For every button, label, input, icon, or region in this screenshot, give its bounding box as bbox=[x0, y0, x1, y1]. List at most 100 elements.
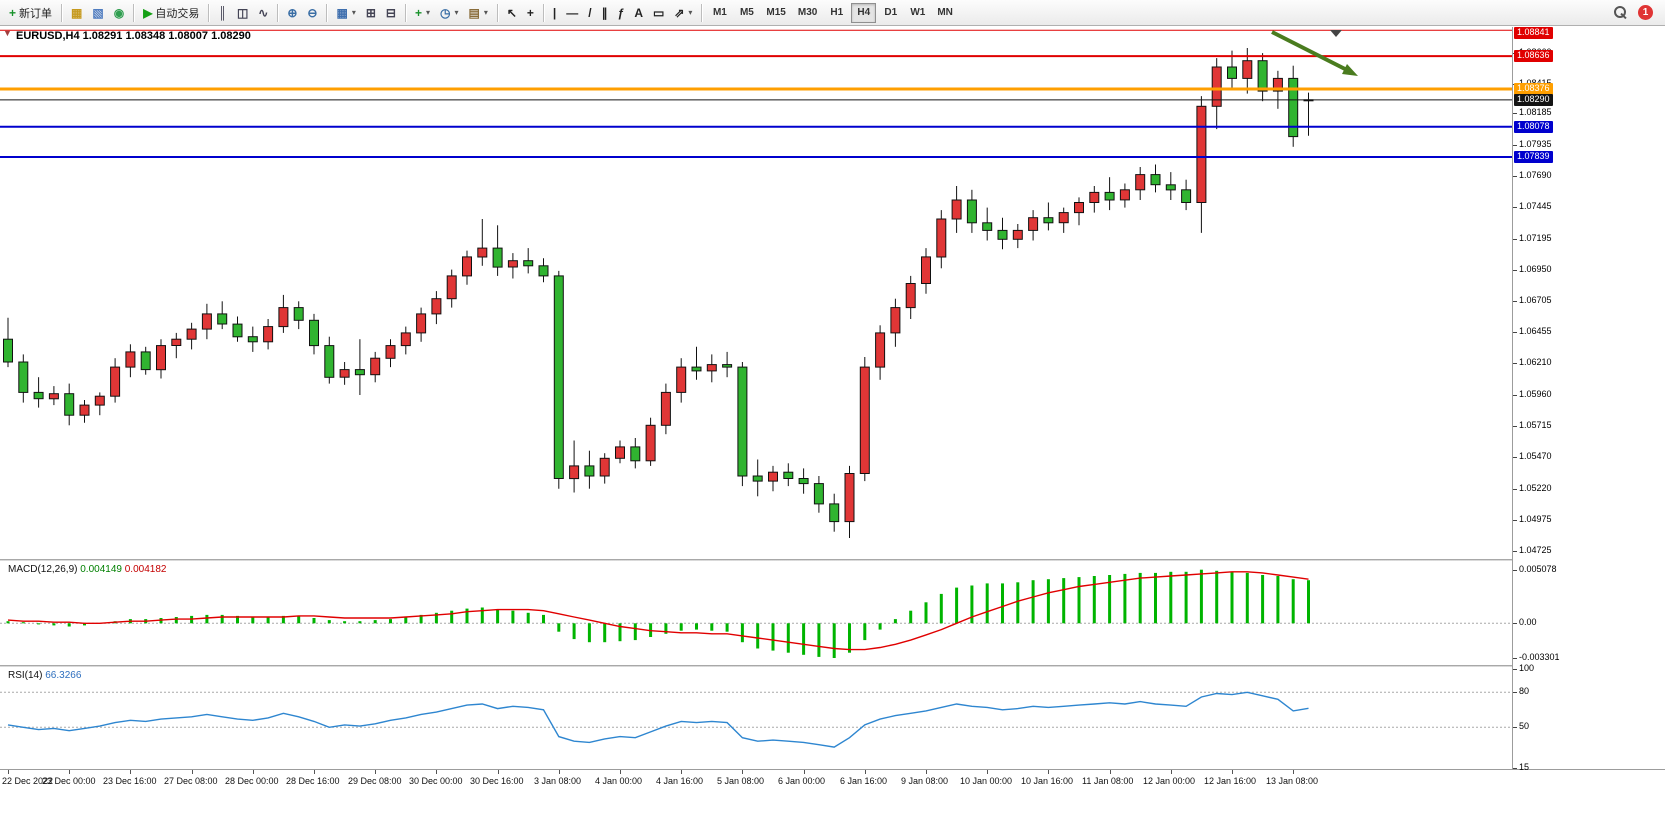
channel-button[interactable]: ∥ bbox=[597, 2, 613, 24]
price-badge: 1.08636 bbox=[1514, 50, 1553, 62]
time-axis-tick bbox=[436, 770, 437, 774]
price-chart-canvas[interactable] bbox=[0, 27, 1512, 559]
price-badge: 1.07839 bbox=[1514, 151, 1553, 163]
profiles-button[interactable]: ▧ bbox=[87, 2, 108, 24]
price-axis-tick bbox=[1513, 207, 1517, 208]
toolbar-separator bbox=[701, 3, 703, 22]
crosshair-button[interactable]: + bbox=[522, 2, 539, 24]
time-axis-label: 6 Jan 16:00 bbox=[840, 776, 888, 786]
toolbar-button-groups: + 新订单 ▦ ▧ ◉ ▶ 自动交易 ║ ◫ ∿ ⊕ ⊖ ▦ ▾ ⊞ ⊟ + ▾ ◷ ▾ ▤ ▾ ↖ + | — / ∥ ƒ A ▭ ⇗ ▾ bbox=[4, 2, 697, 24]
price-axis-label: 1.07690 bbox=[1519, 170, 1552, 180]
label-button[interactable]: ▭ bbox=[648, 2, 669, 24]
price-axis-label: 1.05715 bbox=[1519, 420, 1552, 430]
chart-shift-marker[interactable] bbox=[1330, 30, 1342, 37]
dropdown-caret-icon: ▾ bbox=[483, 8, 488, 17]
time-axis-tick bbox=[681, 770, 682, 774]
price-axis-tick bbox=[1513, 520, 1517, 521]
price-axis-tick bbox=[1513, 623, 1517, 624]
price-axis-label: 1.07445 bbox=[1519, 201, 1552, 211]
time-axis-tick bbox=[987, 770, 988, 774]
timeframe-button-W1[interactable]: W1 bbox=[905, 3, 930, 23]
fibonacci-button[interactable]: ƒ bbox=[613, 2, 630, 24]
pane-splitter[interactable] bbox=[0, 559, 1665, 561]
time-axis-label: 3 Jan 08:00 bbox=[534, 776, 582, 786]
time-axis-label: 9 Jan 08:00 bbox=[901, 776, 949, 786]
arrow-annotation-head[interactable] bbox=[1342, 64, 1358, 76]
chart-icon: ▦ bbox=[71, 5, 83, 20]
new-order-button[interactable]: + 新订单 bbox=[4, 2, 57, 24]
arrow-annotation[interactable] bbox=[1271, 30, 1346, 71]
timeframe-button-M15[interactable]: M15 bbox=[761, 3, 790, 23]
one-click-trading-toggle[interactable]: ▼ bbox=[3, 28, 12, 38]
notifications-badge[interactable]: 1 bbox=[1638, 5, 1653, 20]
time-axis-label: 13 Jan 08:00 bbox=[1266, 776, 1319, 786]
timeframe-button-M5[interactable]: M5 bbox=[734, 3, 759, 23]
periods-button[interactable]: ◷ ▾ bbox=[435, 2, 464, 24]
time-axis-tick bbox=[620, 770, 621, 774]
candlestick-icon: ◫ bbox=[236, 5, 249, 20]
auto-trading-button[interactable]: ▶ 自动交易 bbox=[138, 2, 204, 24]
price-axis[interactable]: 1.086601.084151.081851.079351.076901.074… bbox=[1512, 27, 1665, 772]
tile-windows-button[interactable]: ⊞ bbox=[361, 2, 381, 24]
market-watch-button[interactable]: ◉ bbox=[109, 2, 129, 24]
bar-chart-button[interactable]: ║ bbox=[213, 2, 232, 24]
price-axis-label: 50 bbox=[1519, 721, 1530, 731]
horizontal-line-button[interactable]: — bbox=[561, 2, 583, 24]
trendline-button[interactable]: / bbox=[583, 2, 596, 24]
tile-windows-icon: ⊞ bbox=[365, 5, 376, 20]
timeframe-button-H4[interactable]: H4 bbox=[851, 2, 877, 23]
indicators-button[interactable]: + ▾ bbox=[410, 2, 435, 24]
toolbar-separator bbox=[542, 3, 544, 22]
new-chart-button[interactable]: ▦ ▾ bbox=[331, 2, 360, 24]
price-axis-label: 80 bbox=[1519, 686, 1530, 696]
vertical-line-icon: | bbox=[552, 5, 557, 20]
price-axis-tick bbox=[1513, 145, 1517, 146]
time-axis-tick bbox=[69, 770, 70, 774]
cascade-windows-button[interactable]: ⊟ bbox=[381, 2, 401, 24]
price-axis-tick bbox=[1513, 658, 1517, 659]
timeframe-button-M30[interactable]: M30 bbox=[793, 3, 822, 23]
price-axis-tick bbox=[1513, 727, 1517, 728]
toolbar-right: 1 bbox=[1613, 5, 1661, 20]
time-axis-tick bbox=[1293, 770, 1294, 774]
price-axis-label: 1.06950 bbox=[1519, 264, 1552, 274]
timeframe-button-MN[interactable]: MN bbox=[932, 3, 958, 23]
time-axis-tick bbox=[804, 770, 805, 774]
line-chart-button[interactable]: ∿ bbox=[253, 2, 273, 24]
timeframe-button-M1[interactable]: M1 bbox=[707, 3, 732, 23]
fibonacci-icon: ƒ bbox=[617, 5, 625, 20]
candlestick-chart-button[interactable]: ◫ bbox=[232, 2, 253, 24]
arrows-button[interactable]: ⇗ ▾ bbox=[669, 2, 697, 24]
charts-button[interactable]: ▦ bbox=[66, 2, 87, 24]
timeframe-button-H1[interactable]: H1 bbox=[824, 3, 849, 23]
time-axis-tick bbox=[865, 770, 866, 774]
time-axis-label: 10 Jan 16:00 bbox=[1021, 776, 1074, 786]
bar-chart-icon: ║ bbox=[218, 5, 227, 20]
toolbar: + 新订单 ▦ ▧ ◉ ▶ 自动交易 ║ ◫ ∿ ⊕ ⊖ ▦ ▾ ⊞ ⊟ + ▾ ◷ ▾ ▤ ▾ ↖ + | — / ∥ ƒ A ▭ ⇗ ▾ M… bbox=[0, 0, 1665, 26]
vertical-line-button[interactable]: | bbox=[548, 2, 561, 24]
macd-name: MACD(12,26,9) bbox=[8, 564, 78, 575]
clock-icon: ◷ bbox=[439, 5, 451, 20]
time-axis-label: 28 Dec 16:00 bbox=[286, 776, 340, 786]
price-axis-label: 1.04725 bbox=[1519, 545, 1552, 555]
time-axis[interactable]: 22 Dec 2022 23 Dec 00:00 23 Dec 16:00 27 De… bbox=[0, 769, 1665, 795]
zoom-out-button[interactable]: ⊖ bbox=[302, 2, 322, 24]
rsi-pane[interactable]: RSI(14) 66.3266 bbox=[0, 667, 1665, 769]
zoom-out-icon: ⊖ bbox=[307, 5, 318, 20]
time-axis-tick bbox=[559, 770, 560, 774]
timeframe-button-D1[interactable]: D1 bbox=[878, 3, 903, 23]
search-icon[interactable] bbox=[1613, 5, 1628, 20]
price-axis-tick bbox=[1513, 551, 1517, 552]
time-axis-label: 10 Jan 00:00 bbox=[960, 776, 1013, 786]
price-axis-label: 1.06705 bbox=[1519, 295, 1552, 305]
price-axis-label: 1.08185 bbox=[1519, 107, 1552, 117]
cursor-button[interactable]: ↖ bbox=[502, 2, 522, 24]
zoom-in-icon: ⊕ bbox=[287, 5, 298, 20]
pane-splitter[interactable] bbox=[0, 665, 1665, 667]
zoom-in-button[interactable]: ⊕ bbox=[282, 2, 302, 24]
templates-button[interactable]: ▤ ▾ bbox=[463, 2, 492, 24]
time-axis-tick bbox=[253, 770, 254, 774]
price-chart-pane[interactable]: ▼ EURUSD,H4 1.08291 1.08348 1.08007 1.08… bbox=[0, 27, 1665, 559]
macd-pane[interactable]: MACD(12,26,9) 0.004149 0.004182 bbox=[0, 561, 1665, 665]
text-button[interactable]: A bbox=[629, 2, 648, 24]
